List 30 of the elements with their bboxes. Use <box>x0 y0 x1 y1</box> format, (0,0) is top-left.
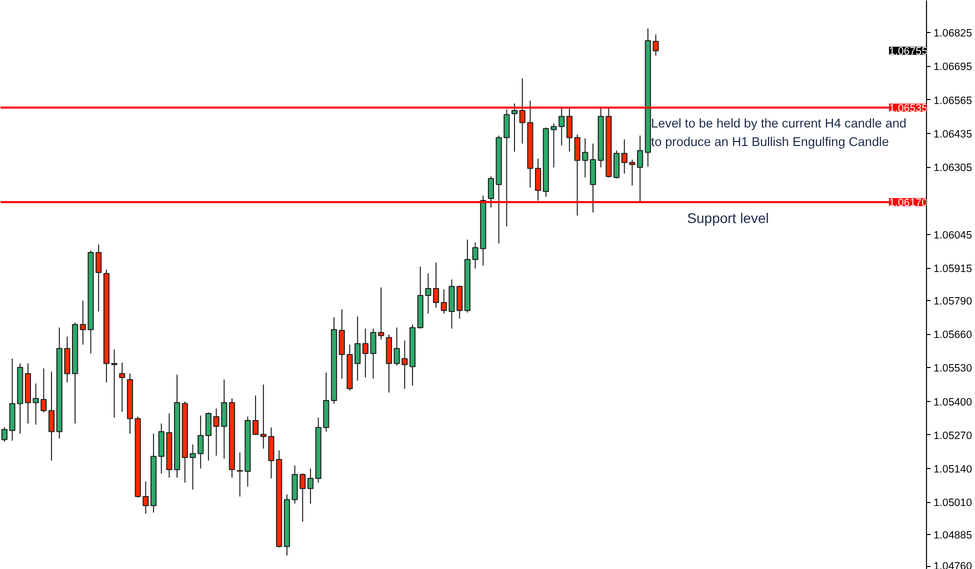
y-tick-label: 1.05790 <box>934 295 972 308</box>
candlestick <box>511 102 518 152</box>
y-tick-label: 1.04885 <box>934 530 972 542</box>
candlestick <box>621 138 628 174</box>
candlestick <box>432 262 440 308</box>
candlestick <box>558 106 565 146</box>
candlestick <box>252 395 259 436</box>
y-tick-label: 1.05270 <box>934 430 972 442</box>
candlestick <box>307 468 314 504</box>
y-tick-label: 1.06565 <box>934 94 972 107</box>
annotation: Support level <box>687 210 769 226</box>
y-tick-label: 1.05010 <box>934 497 972 510</box>
candlestick <box>205 412 212 462</box>
y-tick-label: 1.05660 <box>934 329 972 342</box>
y-tick-label: 1.06435 <box>934 128 972 140</box>
y-tick-label: 1.05915 <box>934 263 972 276</box>
annotation: Level to be held by the current H4 candle and to produce an H1 Bullish Engulfing Candle <box>651 116 906 149</box>
y-tick-label: 1.06045 <box>934 229 972 242</box>
candlestick <box>488 176 494 208</box>
y-tick-label: 1.05140 <box>934 464 972 476</box>
y-tick-label: 1.06695 <box>934 61 972 74</box>
candlestick <box>119 362 126 412</box>
y-tick-label: 1.05530 <box>934 362 972 375</box>
candlestick <box>142 481 149 514</box>
candlestick <box>260 384 266 450</box>
y-tick-label: 1.05400 <box>934 396 972 408</box>
candlestick <box>425 272 432 314</box>
y-tick-label: 1.06825 <box>934 28 972 40</box>
candlestick <box>48 371 55 462</box>
y-tick-label: 1.06305 <box>934 162 972 174</box>
